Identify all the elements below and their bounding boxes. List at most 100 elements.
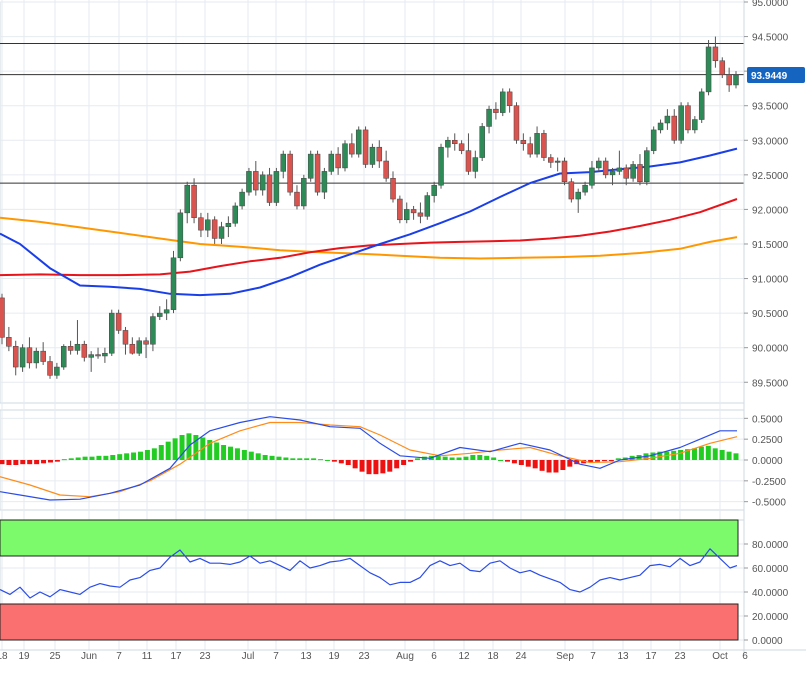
candle-body [191, 184, 197, 218]
macd-histogram-bar [311, 458, 317, 460]
candle-body [307, 153, 314, 179]
candle-body [253, 171, 259, 191]
macd-histogram-bar [13, 460, 19, 465]
candle-body [239, 191, 245, 207]
x-tick-label: Oct [712, 651, 728, 662]
macd-line [0, 416, 737, 501]
candle-body [211, 219, 218, 239]
candle-body [259, 174, 266, 191]
candle-body [19, 347, 26, 368]
candle-body [733, 74, 739, 86]
macd-histogram-bar [705, 445, 711, 460]
x-tick-label: 24 [515, 651, 527, 662]
candle-body [575, 191, 581, 200]
macd-histogram-bar [525, 460, 531, 467]
candle-body [198, 217, 204, 231]
macd-histogram-bar [491, 457, 497, 460]
labels: 18 19 25 Jun 7 11 17 23 Jul 7 13 19 23 Aug 6 12 18 24 Sep 7… [0, 0, 805, 662]
candle-body [616, 167, 623, 172]
y-tick-label: 80.0000 [752, 540, 789, 551]
macd-histogram-bar [698, 446, 704, 460]
last-price-box [747, 66, 805, 83]
candle-body [561, 160, 568, 183]
candle-body [362, 129, 369, 165]
candle-body [397, 198, 403, 221]
x-tick-label: 7 [590, 651, 596, 662]
macd-histogram-bar [691, 448, 697, 460]
x-tick-label: 12 [458, 651, 470, 662]
macd-histogram-bar [678, 450, 684, 460]
candle-body [177, 212, 184, 259]
macd-histogram-bar [262, 455, 268, 460]
rsi-oversold-zone [0, 603, 739, 641]
candle-body [712, 46, 719, 62]
macd-histogram-bar [318, 459, 324, 461]
y-tick-label: 20.0000 [752, 612, 789, 623]
candle-body [157, 312, 163, 317]
ma-20-line [0, 147, 738, 297]
candle-body [705, 46, 712, 93]
macd-histogram-bar [408, 460, 414, 462]
candle-body [431, 184, 437, 196]
candle-body [671, 115, 678, 141]
candle-body [0, 297, 5, 338]
candle-body [218, 226, 225, 239]
x-tick-label: 23 [674, 651, 686, 662]
y-tick-label: 0.0000 [752, 636, 783, 647]
candle-body [129, 343, 136, 354]
candle-body [506, 91, 513, 106]
candle-body [88, 354, 94, 358]
macd-histogram-bar [0, 460, 5, 465]
macd-histogram-bar [463, 456, 469, 460]
y-tick-label: -0.5000 [752, 498, 786, 509]
macd-histogram-bar [144, 450, 150, 460]
macd-histogram-bar [193, 435, 199, 460]
candle-body [500, 91, 506, 113]
x-tick-label: 7 [273, 651, 279, 662]
macd-histogram-bar [546, 460, 552, 473]
macd-histogram-bar [34, 460, 40, 465]
macd-histogram-bar [151, 448, 157, 460]
macd-histogram-bar [366, 460, 372, 475]
candle-body [383, 160, 389, 179]
macd-histogram-bar [359, 460, 365, 472]
macd-histogram-bar [588, 460, 594, 463]
candle-body [527, 143, 533, 155]
candle-body [12, 346, 19, 368]
candle-body [287, 153, 293, 193]
candle-body [451, 140, 458, 144]
macd-histogram-bar [650, 452, 656, 460]
candle-body [520, 140, 527, 144]
macd-histogram-bar [657, 451, 663, 460]
macd-histogram-bar [560, 460, 566, 470]
macd-histogram-bar [207, 440, 213, 460]
candle-body [685, 105, 691, 131]
rsi-line [0, 548, 738, 599]
macd-histogram-bar [498, 460, 504, 461]
candle-body [205, 219, 211, 231]
x-tick-label: 11 [142, 651, 153, 662]
y-tick-label: 89.5000 [752, 378, 789, 389]
candle-body [486, 108, 492, 127]
macd-histogram-bar [671, 450, 677, 460]
macd-histogram-bar [511, 460, 517, 464]
candle-body [465, 150, 472, 172]
candle-body [650, 129, 657, 151]
candle-body [246, 171, 252, 193]
macd-histogram-bar [553, 460, 559, 473]
macd-histogram-bar [352, 460, 358, 469]
macd-histogram-bar [504, 460, 510, 462]
x-tick-label: 23 [199, 651, 211, 662]
macd-histogram-bar [615, 458, 621, 460]
macd-histogram-bar [532, 460, 538, 469]
macd-histogram-bar [726, 451, 732, 460]
y-tick-label: 95.0000 [752, 0, 789, 9]
y-tick-label: 90.0000 [752, 344, 789, 355]
macd-histogram-bar [137, 451, 143, 460]
candle-body [294, 191, 300, 207]
candle-body [225, 222, 232, 227]
macd-histogram-bar [241, 450, 247, 460]
candle-body [678, 105, 684, 141]
macd-histogram-bar [47, 460, 53, 463]
